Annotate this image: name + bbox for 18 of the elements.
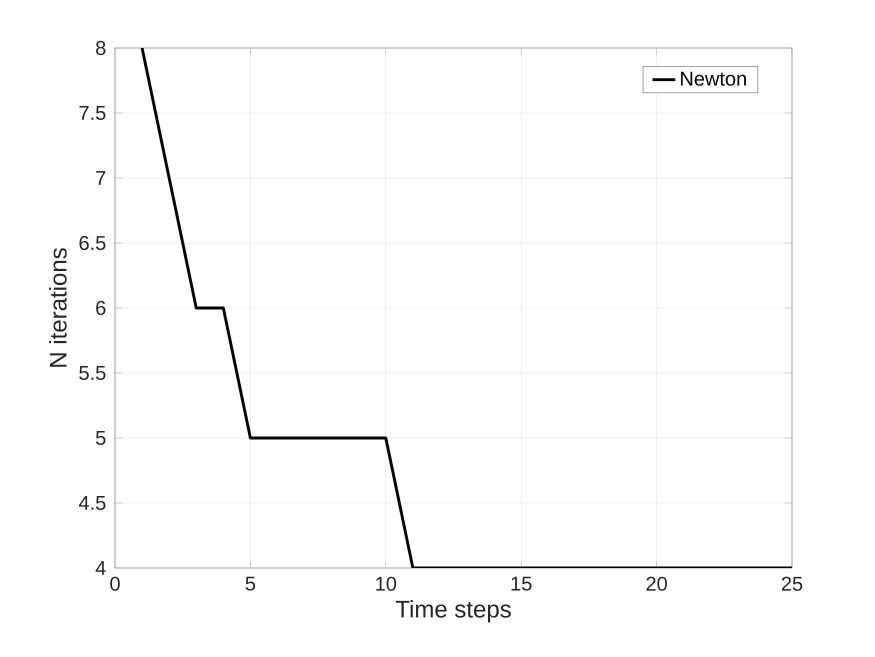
y-tick-label: 4	[96, 561, 106, 575]
y-tick-label: 4.5	[78, 496, 106, 510]
y-tick-label: 6	[96, 300, 106, 316]
y-tick-label: 7.5	[80, 106, 106, 120]
x-axis-title: Time steps	[396, 600, 511, 622]
y-axis-title: N iterations	[49, 248, 67, 367]
x-tick-label: 0	[110, 576, 120, 591]
legend-label: Newton	[681, 72, 746, 86]
x-tick-label: 25	[782, 576, 802, 591]
y-tick-label: 6.5	[80, 236, 106, 250]
y-tick-label: 8	[96, 40, 106, 56]
y-tick-label: 7	[96, 171, 106, 185]
y-tick-label: 5	[96, 431, 106, 445]
x-tick-label: 10	[376, 576, 396, 591]
x-tick-label: 15	[512, 576, 532, 591]
x-tick-label: 5	[246, 576, 256, 591]
x-tick-label: 20	[646, 576, 667, 591]
y-tick-label: 5.5	[79, 366, 106, 380]
